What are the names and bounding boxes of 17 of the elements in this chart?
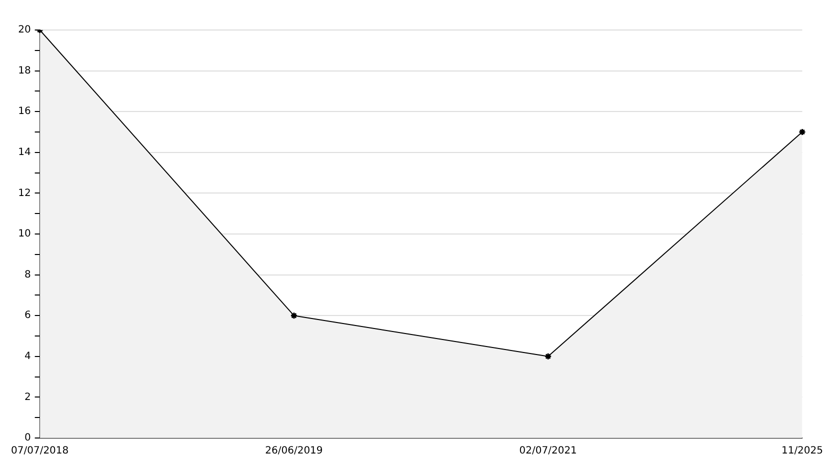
y-tick-label: 18	[18, 65, 31, 76]
y-tick-label: 6	[24, 310, 31, 322]
y-tick-label: 10	[18, 228, 31, 240]
y-tick-label: 4	[24, 350, 31, 362]
point	[544, 352, 552, 360]
y-tick-label: 14	[18, 146, 31, 158]
y-tick-label: 0	[24, 432, 31, 444]
point	[290, 312, 298, 320]
y-tick-label: 12	[18, 188, 31, 199]
x-tick-label: 07/07/2018	[11, 446, 69, 457]
y-tick-label: 20	[18, 24, 31, 36]
y-tick-label: 2	[24, 392, 31, 403]
x-tick-label: 11/2025	[781, 446, 823, 457]
y-tick-label: 8	[24, 269, 31, 280]
y-tick-label: 16	[18, 106, 31, 118]
x-tick-label: 02/07/2021	[519, 446, 577, 457]
x-tick-label: 26/06/2019	[265, 446, 323, 457]
